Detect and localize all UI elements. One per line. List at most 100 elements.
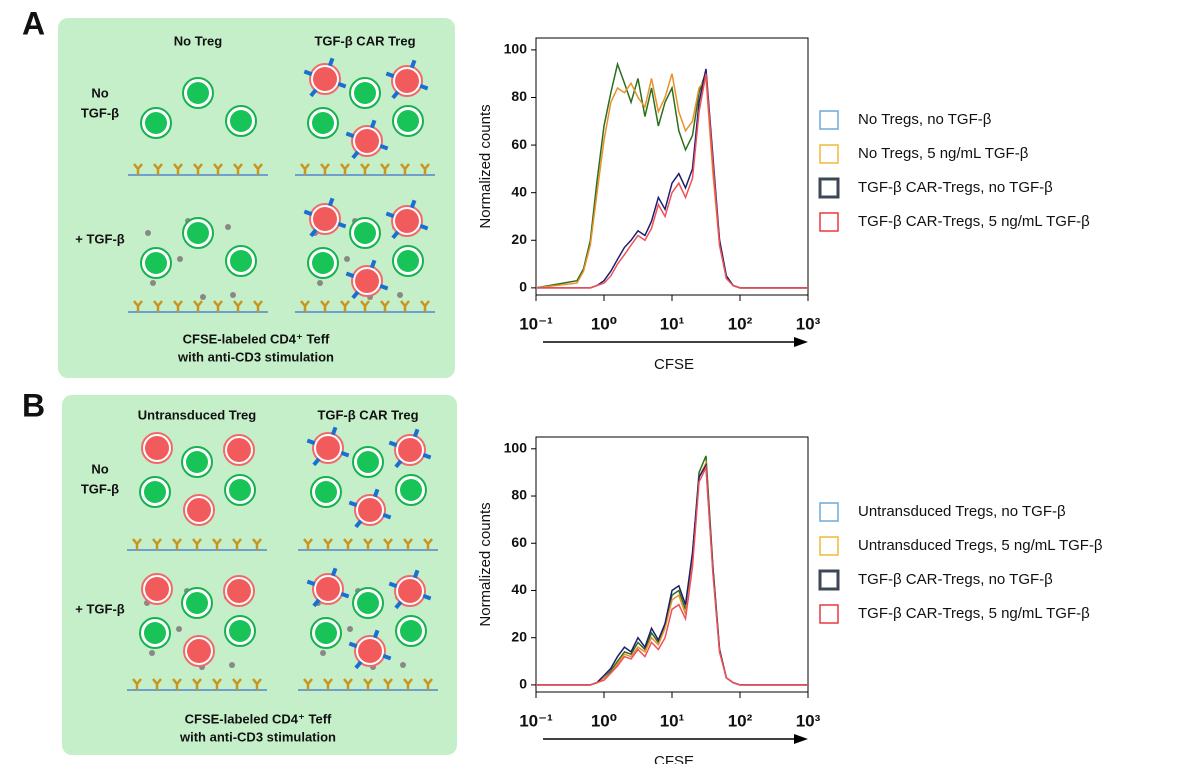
car-receptor <box>312 457 321 467</box>
antibody <box>320 163 330 175</box>
tgf-beta <box>176 626 182 632</box>
x-tick-label: 10⁻¹ <box>519 314 553 333</box>
effector-cell-core <box>229 620 251 642</box>
car-receptor <box>372 629 380 639</box>
y-tick-label: 20 <box>511 231 527 247</box>
treg-cell-core <box>395 69 419 93</box>
car-receptor <box>306 579 316 587</box>
legend-swatch <box>819 144 839 164</box>
diagram-footer: CFSE-labeled CD4⁺ Teff <box>183 331 330 346</box>
series-line <box>535 61 808 289</box>
row-title: + TGF-β <box>75 601 125 616</box>
antibody <box>233 163 243 175</box>
antibody <box>172 538 182 550</box>
antibody <box>253 163 263 175</box>
series-line <box>536 462 808 686</box>
y-tick-label: 100 <box>504 41 528 57</box>
treg-cell-core <box>316 577 340 601</box>
effector-cell-core <box>397 110 419 132</box>
x-axis-label: CFSE <box>654 753 694 764</box>
plot-frame <box>535 436 809 693</box>
car-receptor <box>382 653 392 661</box>
antibody <box>323 678 333 690</box>
treg-cell-core <box>398 579 422 603</box>
legend-label: No Tregs, 5 ng/mL TGF-β <box>858 145 1029 162</box>
antibody <box>193 163 203 175</box>
row-title: + TGF-β <box>75 231 125 246</box>
car-receptor <box>369 119 377 129</box>
effector-cell-core <box>357 592 379 614</box>
antibody <box>303 538 313 550</box>
antibody <box>400 163 410 175</box>
antibody <box>320 300 330 312</box>
tgf-beta <box>149 650 155 656</box>
antibody <box>363 678 373 690</box>
car-receptor <box>330 426 338 436</box>
series-line <box>536 73 808 289</box>
antibody <box>252 538 262 550</box>
car-receptor <box>409 199 417 209</box>
car-receptor <box>345 271 355 279</box>
effector-cell-core <box>312 252 334 274</box>
x-tick-label: 10⁰ <box>591 314 617 333</box>
y-tick-label: 80 <box>511 487 527 503</box>
effector-cell-core <box>354 82 376 104</box>
car-receptor <box>391 90 400 100</box>
treg-cell-core <box>227 579 251 603</box>
car-receptor <box>327 57 335 67</box>
legend-swatch <box>818 569 840 591</box>
treg-cell-core <box>355 129 379 153</box>
car-receptor <box>412 428 420 438</box>
effector-cell-core <box>230 250 252 272</box>
antibody <box>212 678 222 690</box>
legend-label: TGF-β CAR-Tregs, 5 ng/mL TGF-β <box>858 605 1090 622</box>
treg-cell-core <box>316 436 340 460</box>
x-tick-label: 10³ <box>796 314 821 333</box>
car-receptor <box>340 450 350 458</box>
treg-cell-core <box>355 269 379 293</box>
treg-cell-core <box>145 436 169 460</box>
series-line <box>536 68 808 289</box>
car-receptor <box>309 228 318 238</box>
legend-swatch <box>819 502 839 522</box>
treg-cell-core <box>398 438 422 462</box>
antibody <box>252 678 262 690</box>
y-tick-label: 40 <box>511 183 527 199</box>
antibody <box>340 300 350 312</box>
antibody <box>173 300 183 312</box>
treg-cell-core <box>227 438 251 462</box>
car-receptor <box>340 591 350 599</box>
legend-label: No Tregs, no TGF-β <box>858 111 992 128</box>
diagram-footer: CFSE-labeled CD4⁺ Teff <box>185 711 332 726</box>
effector-cell-core <box>397 250 419 272</box>
effector-cell-core <box>186 592 208 614</box>
treg-cell-core <box>313 67 337 91</box>
treg-cell-core <box>358 498 382 522</box>
series-line <box>536 455 808 686</box>
antibody <box>403 678 413 690</box>
car-receptor <box>337 221 347 229</box>
antibody <box>383 678 393 690</box>
antibody <box>192 678 202 690</box>
tgf-beta <box>229 662 235 668</box>
panel-label: A <box>22 5 45 41</box>
antibody <box>232 538 242 550</box>
effector-cell-core <box>187 222 209 244</box>
effector-cell-core <box>312 112 334 134</box>
x-tick-label: 10² <box>728 711 753 730</box>
y-tick-label: 0 <box>519 676 527 692</box>
effector-cell-core <box>357 451 379 473</box>
treg-cell-core <box>358 639 382 663</box>
car-receptor <box>348 500 358 508</box>
antibody <box>423 678 433 690</box>
car-receptor <box>354 660 363 670</box>
tgf-beta <box>347 626 353 632</box>
car-receptor <box>382 512 392 520</box>
antibody <box>173 163 183 175</box>
tgf-beta <box>400 662 406 668</box>
car-receptor <box>419 83 429 91</box>
antibody <box>133 300 143 312</box>
tgf-beta <box>150 280 156 286</box>
tgf-beta <box>145 230 151 236</box>
legend-label: Untransduced Tregs, no TGF-β <box>858 503 1066 520</box>
